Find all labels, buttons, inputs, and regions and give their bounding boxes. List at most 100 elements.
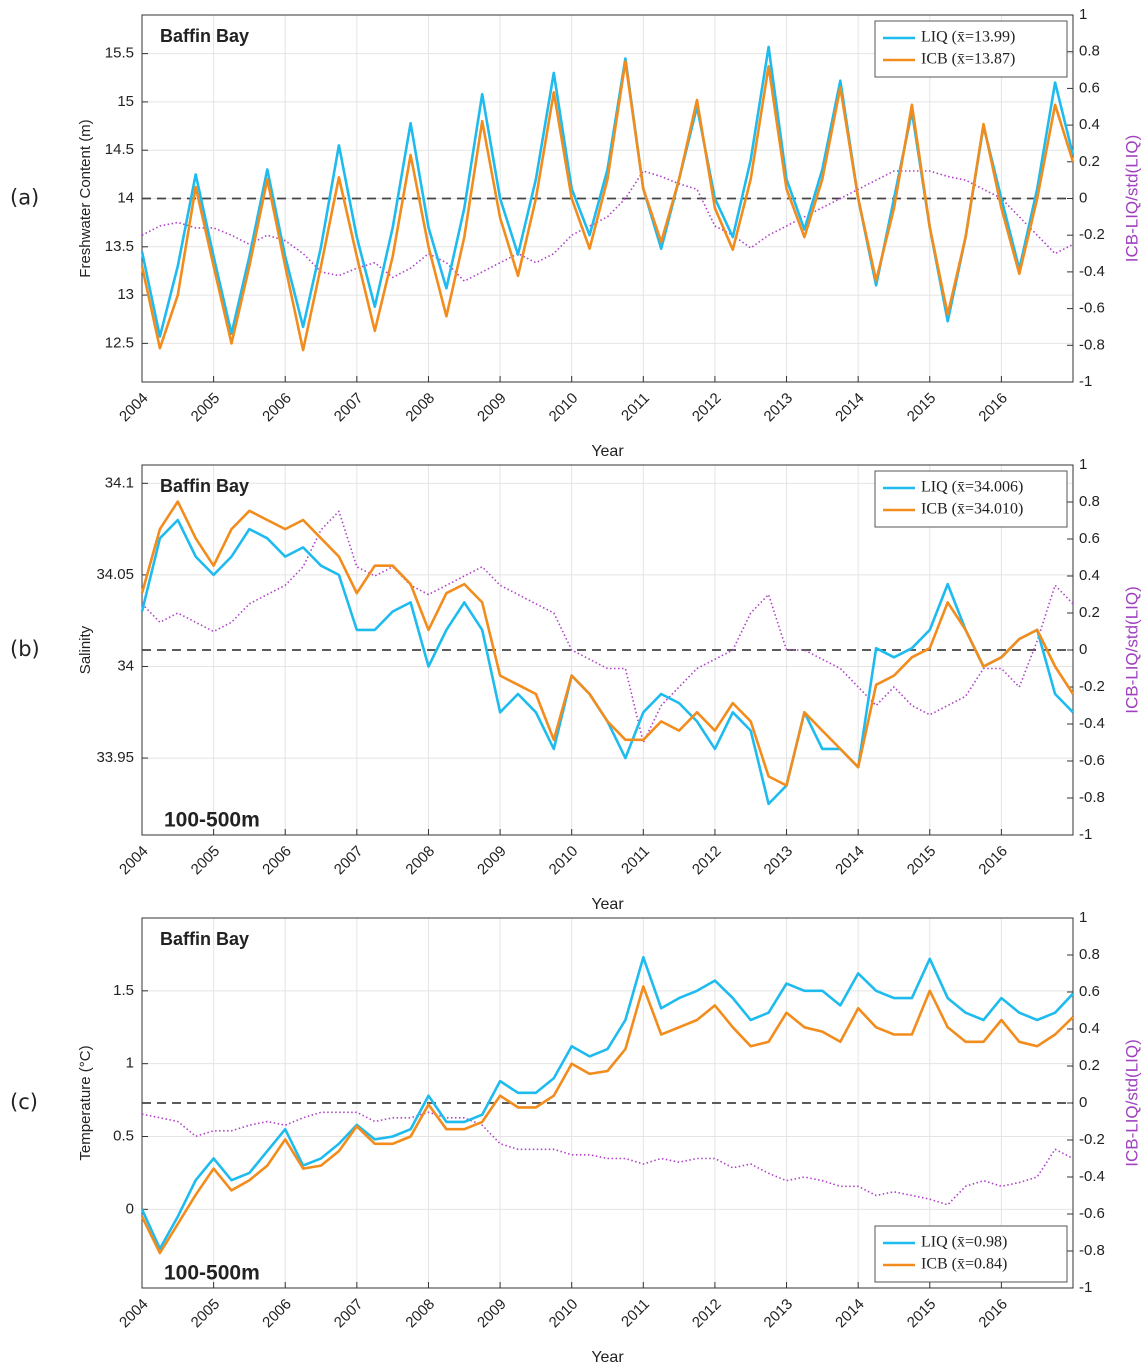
y2-tick-label: -1	[1079, 826, 1092, 843]
series-line	[140, 518, 1074, 806]
x-tick-label: 2012	[689, 1296, 725, 1332]
y-tick-label: 12.5	[105, 334, 134, 351]
y2-tick-label: -0.6	[1079, 752, 1105, 769]
x-tick-label: 2016	[975, 843, 1011, 879]
y2-tick-label: -0.4	[1079, 715, 1105, 732]
y2-tick-label: -0.6	[1079, 300, 1105, 317]
y-tick-label: 0	[126, 1200, 134, 1217]
x-tick-label: 2016	[975, 390, 1011, 426]
x-tick-label: 2015	[904, 843, 940, 879]
y2-tick-label: 0.6	[1079, 983, 1100, 1000]
y-tick-label: 34.05	[96, 566, 134, 583]
y2-tick-label: -0.2	[1079, 1131, 1105, 1148]
legend-label: ICB (x̄=34.010)	[921, 501, 1023, 518]
panel-label: (a)	[10, 186, 39, 210]
x-axis-label: Year	[591, 443, 624, 460]
x-tick-label: 2004	[116, 390, 152, 426]
y2-tick-label: 0.4	[1079, 567, 1100, 584]
x-tick-label: 2009	[474, 843, 510, 879]
x-axis-label: Year	[591, 896, 624, 913]
y-axis-label: Temperature (°C)	[77, 1045, 94, 1160]
y2-tick-label: 0	[1079, 189, 1087, 206]
y2-tick-label: -1	[1079, 1279, 1092, 1296]
legend-label: LIQ (x̄=34.006)	[921, 479, 1023, 496]
y-axis-label: Freshwater Content (m)	[77, 119, 94, 277]
x-tick-label: 2005	[188, 843, 224, 879]
y2-tick-label: 0.2	[1079, 1057, 1100, 1074]
y-tick-label: 33.95	[96, 749, 134, 766]
legend-box	[874, 20, 1068, 78]
panel-label: (b)	[10, 637, 40, 661]
series-line	[140, 45, 1075, 338]
y-tick-label: 0.5	[113, 1127, 134, 1144]
series-line	[141, 170, 1074, 282]
y2-axis-label: ICB-LIQ/std(LIQ)	[1122, 135, 1141, 263]
y-tick-label: 14	[117, 189, 134, 206]
x-tick-label: 2015	[904, 390, 940, 426]
y2-axis-label: ICB-LIQ/std(LIQ)	[1122, 1039, 1141, 1167]
annotation: Baffin Bay	[160, 26, 249, 46]
series-line	[141, 510, 1074, 744]
legend-box	[874, 470, 1068, 528]
series-line	[140, 500, 1075, 787]
x-tick-label: 2007	[331, 390, 367, 426]
annotation: Baffin Bay	[160, 476, 249, 496]
legend-box	[874, 1225, 1068, 1283]
x-tick-label: 2012	[689, 390, 725, 426]
x-tick-label: 2005	[188, 1296, 224, 1332]
y2-tick-label: -0.4	[1079, 263, 1105, 280]
legend-label: LIQ (x̄=13.99)	[921, 29, 1015, 46]
x-tick-label: 2016	[975, 1296, 1011, 1332]
y-tick-label: 15	[117, 93, 134, 110]
x-tick-label: 2009	[474, 1296, 510, 1332]
y2-tick-label: -0.6	[1079, 1205, 1105, 1222]
x-tick-label: 2014	[832, 843, 868, 879]
x-tick-label: 2008	[402, 390, 438, 426]
y2-axis-label: ICB-LIQ/std(LIQ)	[1122, 586, 1141, 714]
y2-tick-label: 0.4	[1079, 116, 1100, 133]
x-tick-label: 2007	[331, 843, 367, 879]
y2-tick-label: -1	[1079, 373, 1092, 390]
y-tick-label: 1	[126, 1055, 134, 1072]
y2-tick-label: -0.8	[1079, 336, 1105, 353]
series-line	[140, 956, 1074, 1250]
x-tick-label: 2006	[259, 390, 295, 426]
legend-label: LIQ (x̄=0.98)	[921, 1234, 1007, 1251]
x-tick-label: 2015	[904, 1296, 940, 1332]
x-tick-label: 2011	[618, 390, 653, 425]
x-tick-label: 2009	[474, 390, 510, 426]
x-tick-label: 2005	[188, 390, 224, 426]
y2-tick-label: 0.8	[1079, 946, 1100, 963]
y-axis-label: Salinity	[77, 625, 94, 674]
x-tick-label: 2014	[832, 390, 868, 426]
y-tick-label: 15.5	[105, 45, 134, 62]
y2-tick-label: -0.4	[1079, 1168, 1105, 1185]
x-tick-label: 2010	[546, 843, 582, 879]
y-tick-label: 14.5	[105, 141, 134, 158]
y2-tick-label: 0.8	[1079, 43, 1100, 60]
annotation: 100-500m	[164, 809, 260, 832]
y2-tick-label: 0	[1079, 1094, 1087, 1111]
x-tick-label: 2010	[546, 390, 582, 426]
y2-tick-label: -0.2	[1079, 226, 1105, 243]
y-tick-label: 34.1	[105, 474, 134, 491]
x-tick-label: 2011	[618, 1296, 653, 1331]
x-tick-label: 2013	[761, 1296, 797, 1332]
x-tick-label: 2010	[546, 1296, 582, 1332]
y2-tick-label: -0.8	[1079, 1242, 1105, 1259]
x-tick-label: 2013	[761, 843, 797, 879]
y-tick-label: 13.5	[105, 238, 134, 255]
x-tick-label: 2007	[331, 1296, 367, 1332]
y-tick-label: 34	[117, 657, 134, 674]
y2-tick-label: 0.6	[1079, 530, 1100, 547]
x-tick-label: 2008	[402, 1296, 438, 1332]
panel-label: (c)	[10, 1090, 38, 1114]
y2-tick-label: 0.8	[1079, 493, 1100, 510]
legend-label: ICB (x̄=13.87)	[921, 51, 1015, 68]
x-tick-label: 2004	[116, 843, 152, 879]
x-tick-label: 2014	[832, 1296, 868, 1332]
x-axis-label: Year	[591, 1349, 624, 1366]
x-tick-label: 2006	[259, 843, 295, 879]
x-tick-label: 2008	[402, 843, 438, 879]
